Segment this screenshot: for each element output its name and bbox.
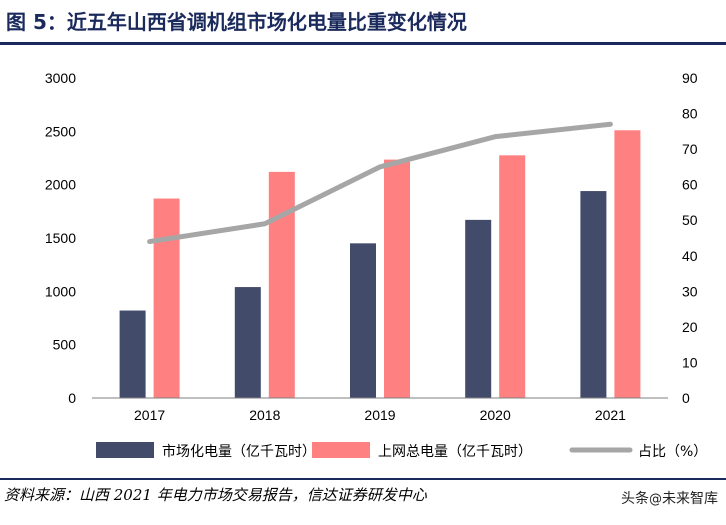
line-share-ratio — [150, 124, 611, 241]
x-tick-label: 2019 — [364, 407, 395, 423]
watermark-prefix: 头条 — [621, 491, 649, 507]
legend-label: 上网总电量（亿千瓦时） — [378, 444, 532, 460]
line-point — [378, 165, 382, 169]
y-right-tick-label: 60 — [682, 177, 698, 193]
line-point — [608, 122, 612, 126]
y-left-tick-label: 2500 — [45, 123, 76, 139]
y-right-tick-label: 90 — [682, 70, 698, 86]
x-tick-label: 2021 — [595, 407, 626, 423]
watermark-at-icon: @ — [649, 492, 662, 507]
legend-swatch — [312, 442, 370, 458]
x-tick-label: 2018 — [249, 407, 280, 423]
bar-total-electricity — [269, 172, 295, 398]
bar-market-electricity — [120, 311, 146, 398]
legend-label: 市场化电量（亿千瓦时） — [162, 443, 316, 460]
legend-swatch — [96, 442, 154, 458]
bar-market-electricity — [350, 243, 376, 398]
source-note: 资料来源：山西 2021 年电力市场交易报告，信达证券研发中心 — [4, 484, 427, 505]
y-left-tick-label: 2000 — [45, 177, 76, 193]
y-right-tick-label: 50 — [682, 212, 698, 228]
watermark-name: 未来智库 — [662, 491, 718, 507]
y-right-tick-label: 20 — [682, 319, 698, 335]
x-tick-label: 2020 — [480, 407, 511, 423]
y-left-tick-label: 0 — [68, 390, 76, 406]
title-bar: 图 5：近五年山西省调机组市场化电量比重变化情况 — [0, 0, 726, 44]
y-left-tick-label: 1500 — [45, 230, 76, 246]
line-point — [263, 222, 267, 226]
y-right-tick-label: 70 — [682, 141, 698, 157]
bar-total-electricity — [384, 160, 410, 398]
y-left-tick-label: 3000 — [45, 70, 76, 86]
y-left-tick-label: 1000 — [45, 283, 76, 299]
bar-total-electricity — [614, 130, 640, 398]
bar-total-electricity — [499, 155, 525, 398]
line-point — [148, 240, 152, 244]
chart-title: 图 5：近五年山西省调机组市场化电量比重变化情况 — [6, 6, 467, 35]
chart-area: 0 500 1000 1500 2000 2500 3000 0 10 20 30 40 50 60 70 8… — [0, 48, 726, 476]
line-point — [493, 135, 497, 139]
watermark: 头条@未来智库 — [621, 488, 718, 508]
y-right-tick-label: 10 — [682, 354, 698, 370]
bar-total-electricity — [154, 199, 180, 398]
x-tick-label: 2017 — [134, 407, 165, 423]
y-right-tick-label: 80 — [682, 106, 698, 122]
bar-market-electricity — [465, 220, 491, 398]
bar-market-electricity — [580, 191, 606, 398]
legend-label: 占比（%） — [638, 444, 707, 460]
y-right-tick-label: 30 — [682, 283, 698, 299]
y-right-tick-label: 0 — [682, 390, 690, 406]
bar-market-electricity — [235, 287, 261, 398]
title-divider — [0, 42, 726, 45]
y-left-tick-label: 500 — [53, 337, 77, 353]
source-divider — [0, 478, 726, 480]
y-right-tick-label: 40 — [682, 248, 698, 264]
